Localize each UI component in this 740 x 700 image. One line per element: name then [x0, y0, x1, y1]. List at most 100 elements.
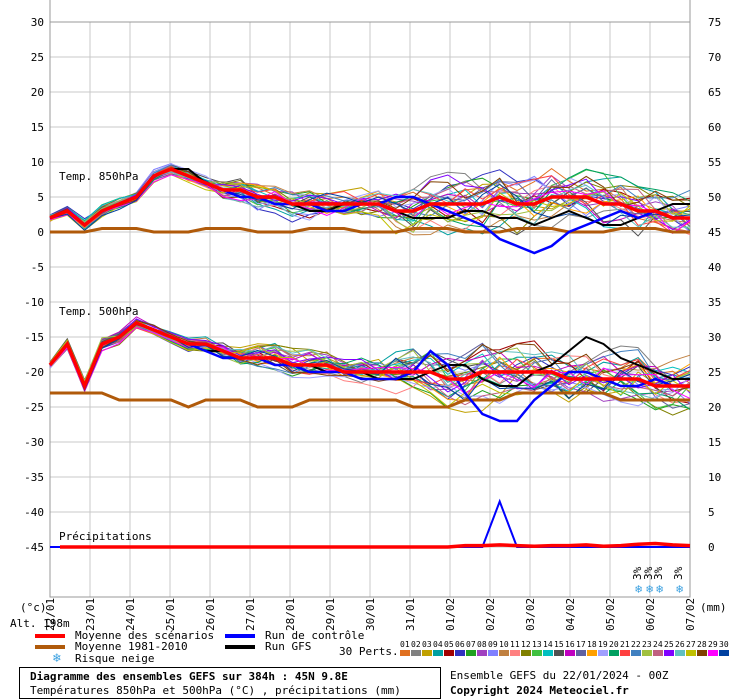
left-tick-label: 0 [37, 226, 44, 239]
pert-number: 11 [510, 640, 520, 649]
pert-swatch [587, 650, 597, 656]
pert-number: 07 [466, 640, 476, 649]
x-tick-label: 26/01 [204, 598, 217, 631]
unit-right: (mm) [700, 601, 727, 614]
snow-risk-pct: 3% [642, 566, 655, 580]
legend-climo-label: Moyenne 1981-2010 [75, 640, 188, 653]
legend-gfs-label: Run GFS [265, 640, 312, 653]
pert-swatch [565, 650, 575, 656]
right-tick-label: 70 [708, 51, 721, 64]
left-tick-label: 15 [31, 121, 44, 134]
label-t850: Temp. 850hPa [59, 170, 138, 183]
legend-control-label: Run de contrôle [265, 629, 365, 642]
pert-swatch [532, 650, 542, 656]
legend-gfs-swatch [225, 645, 255, 649]
pert-number: 28 [697, 640, 707, 649]
pert-swatch [609, 650, 619, 656]
left-tick-label: 30 [31, 16, 44, 29]
pert-number: 10 [499, 640, 509, 649]
run-info: Ensemble GEFS du 22/01/2024 - 00Z [450, 669, 669, 682]
member-line [49, 174, 691, 234]
pert-swatch [620, 650, 630, 656]
x-tick-label: 28/01 [284, 598, 297, 631]
snow-risk-icon: ❄ [656, 582, 663, 596]
left-tick-label: -20 [24, 366, 44, 379]
member-line [49, 162, 691, 223]
pert-number: 22 [631, 640, 641, 649]
x-tick-label: 25/01 [164, 598, 177, 631]
member-line [49, 163, 691, 233]
legend-climo-swatch [35, 645, 65, 649]
x-tick-label: 22/01 [44, 598, 57, 631]
x-tick-label: 03/02 [524, 598, 537, 631]
x-tick-label: 23/01 [84, 598, 97, 631]
snow-risk-markers: 3%❄3%❄3%❄3%❄ [631, 566, 685, 596]
pert-swatch [543, 650, 553, 656]
pert-swatch [664, 650, 674, 656]
x-tick-label: 30/01 [364, 598, 377, 631]
pert-number: 06 [455, 640, 465, 649]
pert-swatch [653, 650, 663, 656]
label-precip: Précipitations [59, 530, 152, 543]
pert-swatch [521, 650, 531, 656]
right-tick-label: 45 [708, 226, 721, 239]
left-tick-label: 25 [31, 51, 44, 64]
pert-number: 15 [554, 640, 564, 649]
x-tick-label: 05/02 [604, 598, 617, 631]
pert-number: 29 [708, 640, 718, 649]
left-tick-label: -40 [24, 506, 44, 519]
perts-label: 30 Perts. [339, 645, 399, 658]
pert-swatch [697, 650, 707, 656]
member-line [49, 326, 691, 399]
right-tick-label: 25 [708, 366, 721, 379]
unit-left: (°c) [20, 601, 47, 614]
pert-number: 25 [664, 640, 674, 649]
legend-mean-label: Moyenne des scénarios [75, 629, 215, 642]
left-tick-label: -30 [24, 436, 44, 449]
right-tick-label: 35 [708, 296, 721, 309]
snow-risk-icon: ❄ [635, 582, 642, 596]
x-tick-label: 24/01 [124, 598, 137, 631]
right-tick-label: 10 [708, 471, 721, 484]
t500-mean-line [48, 320, 690, 391]
t850-mean-line [49, 167, 690, 228]
left-tick-label: -25 [24, 401, 44, 414]
footer-box-left: Diagramme des ensembles GEFS sur 384h : … [19, 667, 441, 699]
snow-risk-pct: 3% [672, 566, 685, 580]
pert-number: 16 [565, 640, 575, 649]
left-tick-label: -45 [24, 541, 44, 554]
snow-flake-icon: ❄ [53, 651, 61, 666]
pert-number: 26 [675, 640, 685, 649]
pert-number: 04 [433, 640, 443, 649]
pert-swatch [400, 650, 410, 656]
pert-swatch [488, 650, 498, 656]
pert-swatch [444, 650, 454, 656]
pert-number: 17 [576, 640, 586, 649]
pert-number: 05 [444, 640, 454, 649]
pert-number: 08 [477, 640, 487, 649]
pert-number: 18 [587, 640, 597, 649]
right-tick-label: 75 [708, 16, 721, 29]
precip-mean-line [60, 541, 691, 549]
pert-swatch [675, 650, 685, 656]
pert-number: 14 [543, 640, 553, 649]
x-tick-label: 07/02 [684, 598, 697, 631]
main-series-lines [48, 167, 691, 549]
right-tick-label: 65 [708, 86, 721, 99]
footer-title: Diagramme des ensembles GEFS sur 384h : … [30, 670, 348, 683]
pert-swatch [499, 650, 509, 656]
x-tick-label: 04/02 [564, 598, 577, 631]
x-tick-label: 06/02 [644, 598, 657, 631]
pert-number: 24 [653, 640, 663, 649]
pert-number: 13 [532, 640, 542, 649]
pert-number: 12 [521, 640, 531, 649]
left-tick-label: -5 [31, 261, 44, 274]
pert-swatch [411, 650, 421, 656]
x-tick-label: 31/01 [404, 598, 417, 631]
pert-number: 21 [620, 640, 630, 649]
member-line [49, 318, 691, 394]
left-tick-label: -15 [24, 331, 44, 344]
altitude-label: Alt. 198m [10, 617, 70, 630]
